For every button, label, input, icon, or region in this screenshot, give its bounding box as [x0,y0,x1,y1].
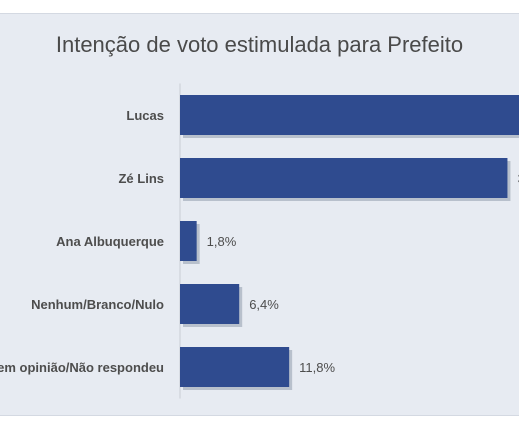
value-label: 1,8% [207,234,237,249]
value-label: 11,8% [299,360,335,375]
category-label: Lucas [126,108,164,123]
bar-chart: Lucas Zé Lins 35,4% Ana Albuquerque 1,8% Nenh… [0,83,519,399]
category-label: Ana Albuquerque [56,234,164,249]
category-label: Zé Lins [118,171,164,186]
value-label: 6,4% [249,297,279,312]
bar [180,158,508,198]
chart-card: Intenção de voto estimulada para Prefeit… [0,13,519,416]
bar [180,347,290,387]
bar [180,284,240,324]
chart-title: Intenção de voto estimulada para Prefeit… [55,32,464,57]
bar [180,95,519,135]
bar [180,221,197,261]
category-label: Nenhum/Branco/Nulo [31,297,164,312]
value-label: 35,4% [517,171,519,186]
category-label: Sem opinião/Não respondeu [0,360,164,375]
